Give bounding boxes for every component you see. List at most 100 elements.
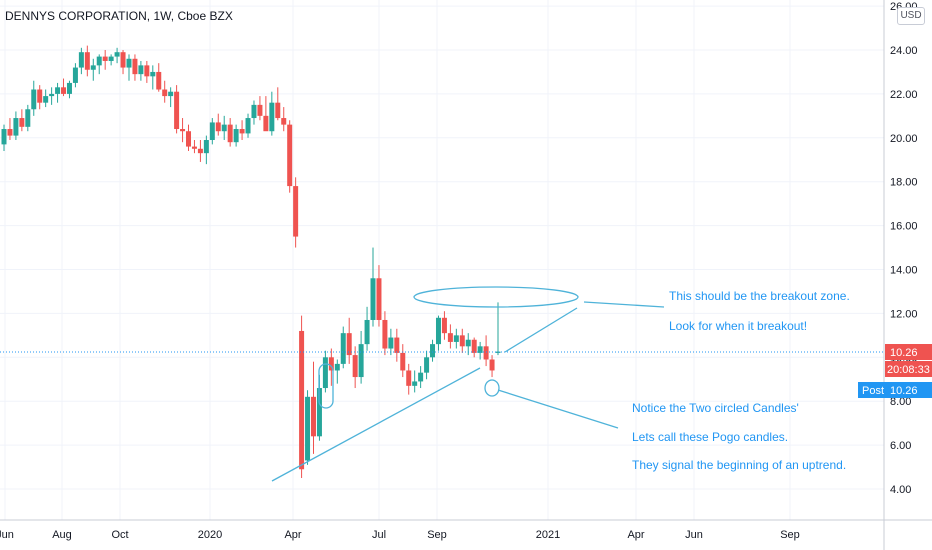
chart-grid	[0, 0, 884, 520]
post-value-label: 10.26	[890, 385, 918, 397]
x-tick-label: Sep	[780, 529, 800, 541]
y-axis-ticks: 4.006.008.0010.0012.0014.0016.0018.0020.…	[890, 1, 918, 496]
candle-body	[441, 317, 447, 334]
candle-body	[114, 52, 120, 57]
candle	[310, 361, 316, 454]
candle-body	[406, 370, 412, 386]
candle-body	[162, 89, 168, 97]
candle-body	[144, 65, 150, 77]
candle	[203, 135, 209, 165]
y-tick-label: 24.00	[890, 45, 918, 57]
candle-body	[305, 396, 311, 461]
candle-body	[435, 317, 441, 345]
candle	[108, 54, 114, 66]
x-tick-label: Jun	[0, 529, 14, 541]
candle	[305, 390, 311, 465]
countdown-label: 20:08:33	[887, 364, 930, 376]
pogo-text-line3: They signal the beginning of an uptrend.	[632, 458, 846, 472]
last-price-label: 10.26	[890, 347, 918, 359]
candle-body	[215, 122, 221, 132]
candle	[418, 366, 424, 389]
x-tick-label: Jul	[372, 529, 386, 541]
candle-body	[203, 139, 209, 154]
candle	[180, 118, 186, 143]
candle	[334, 359, 340, 384]
countdown-tag: 20:08:33	[885, 361, 932, 377]
currency-button[interactable]: USD	[897, 7, 925, 25]
candle	[209, 118, 215, 145]
candle	[364, 306, 370, 351]
pogo-circle-1	[318, 363, 334, 409]
candle-body	[180, 129, 186, 132]
candle-body	[269, 102, 275, 132]
candle	[191, 139, 197, 154]
candle-body	[221, 124, 227, 132]
candle	[269, 91, 275, 136]
candle-body	[19, 118, 25, 127]
candle	[275, 87, 281, 121]
pogo-circle-2	[484, 379, 500, 397]
candle	[66, 80, 72, 99]
candle	[19, 109, 25, 132]
candle-body	[364, 319, 370, 345]
candle	[168, 87, 174, 108]
x-tick-label: 2020	[198, 529, 222, 541]
candle	[447, 324, 453, 349]
candle-body	[310, 396, 316, 437]
candle	[227, 118, 233, 147]
candle	[144, 60, 150, 83]
candle-body	[394, 337, 400, 353]
candle-body	[418, 372, 424, 382]
candle	[31, 80, 37, 116]
candle	[388, 328, 394, 356]
candle	[221, 115, 227, 140]
candle	[412, 370, 418, 393]
candle-body	[126, 58, 132, 68]
candle-body	[233, 129, 239, 143]
candle	[477, 341, 483, 360]
breakout-zone-ellipse	[413, 286, 579, 308]
candle-body	[90, 65, 96, 70]
x-axis-ticks: Jun Aug Oct 2020 Apr Jul Sep 2021 Apr Jun Sep	[0, 529, 800, 541]
pogo-pointer-line	[497, 389, 619, 429]
symbol-title: DENNYS CORPORATION, 1W, Cboe BZX	[5, 9, 233, 23]
candle-body	[7, 129, 13, 136]
candle-body	[102, 56, 108, 61]
candle-body	[84, 52, 90, 70]
candle-body	[37, 89, 43, 103]
candle-body	[477, 346, 483, 353]
annotations	[271, 286, 665, 482]
candle	[37, 85, 43, 110]
candle	[257, 96, 263, 121]
candle	[233, 124, 239, 147]
candle-body	[43, 96, 49, 103]
x-tick-label: Apr	[284, 529, 301, 541]
candle	[293, 177, 299, 248]
candle-body	[316, 388, 322, 437]
candle-body	[281, 118, 287, 125]
candle	[245, 113, 251, 138]
candle-body	[447, 333, 453, 342]
candle	[162, 80, 168, 103]
candle-body	[55, 87, 61, 94]
candle	[132, 54, 138, 81]
y-tick-label: 14.00	[890, 265, 918, 277]
candle	[382, 311, 388, 356]
x-tick-label: Apr	[627, 529, 644, 541]
candle	[156, 63, 162, 92]
candle	[25, 104, 31, 132]
candle-body	[13, 118, 19, 136]
candle-body	[263, 115, 269, 132]
candle-body	[66, 82, 72, 94]
candle-body	[31, 89, 37, 110]
candle	[453, 328, 459, 349]
breakout-text-line2: Look for when it breakout!	[669, 319, 807, 333]
y-tick-label: 20.00	[890, 133, 918, 145]
candle-body	[453, 335, 459, 342]
candle	[197, 139, 203, 162]
y-tick-label: 18.00	[890, 177, 918, 189]
candle-body	[340, 333, 346, 364]
candle	[138, 60, 144, 81]
candle-body	[489, 359, 495, 371]
